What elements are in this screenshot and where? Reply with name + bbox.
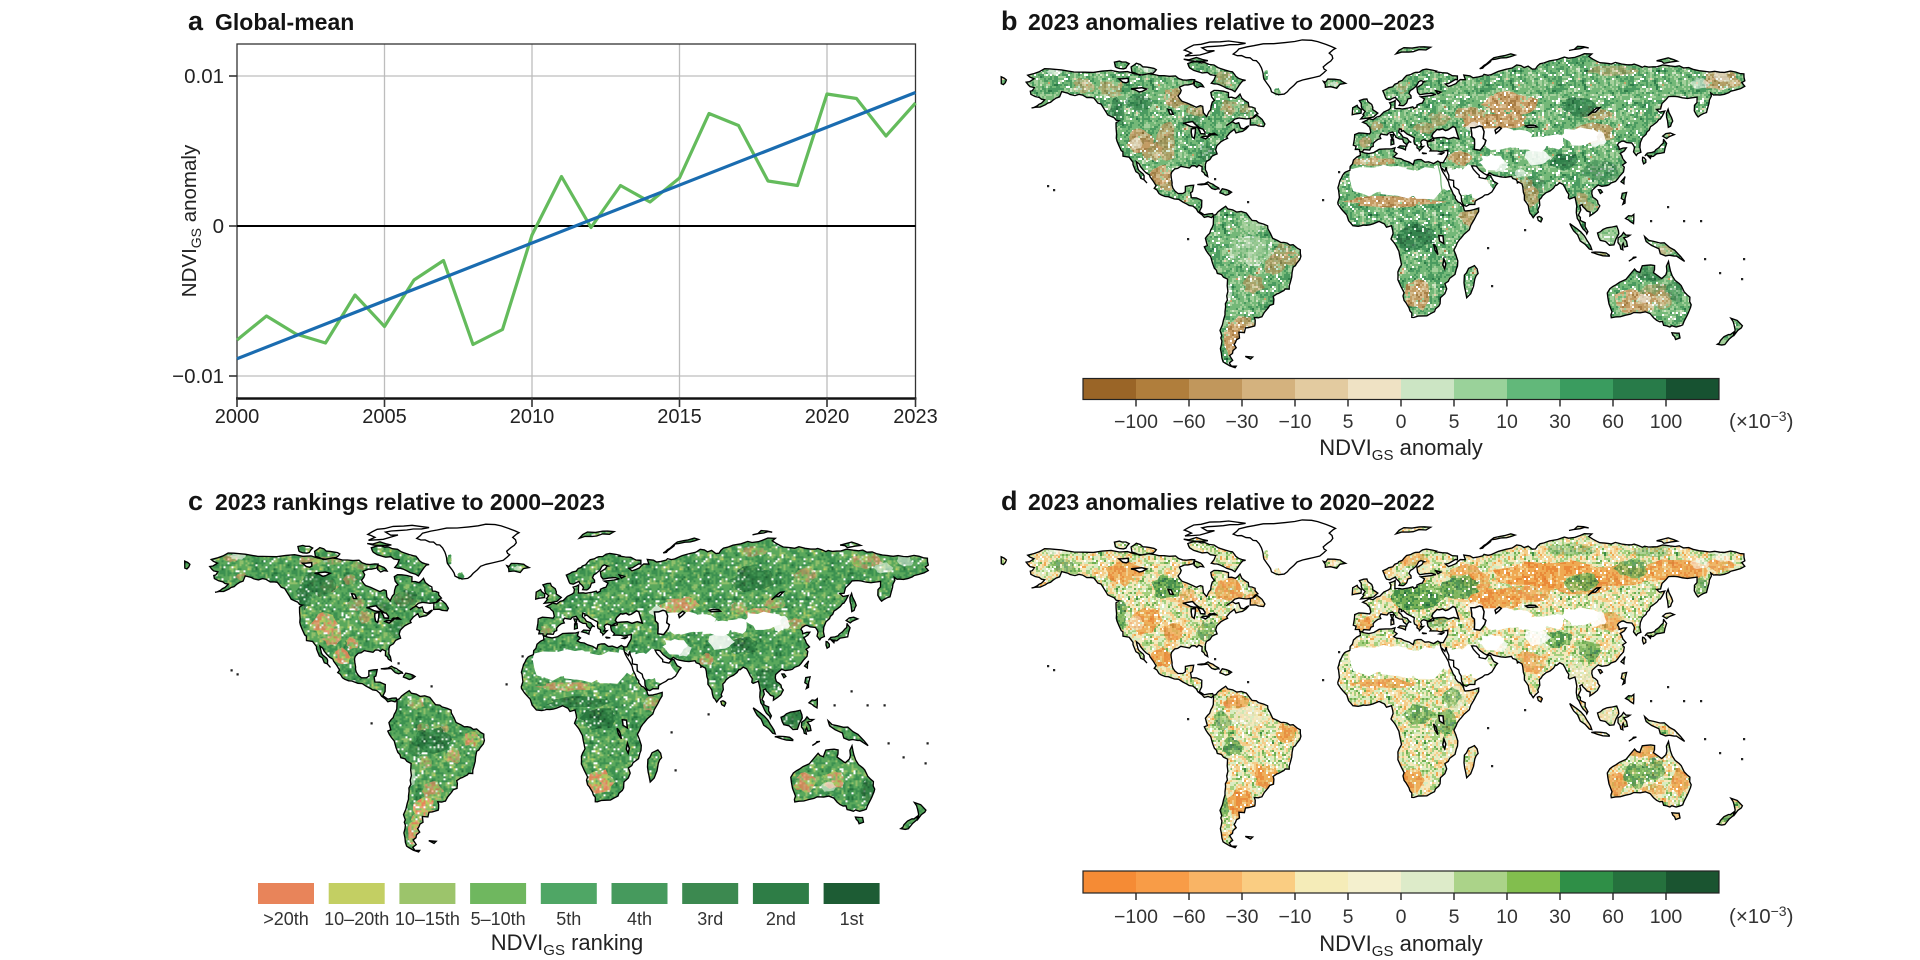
svg-text:2023 anomalies relative to 202: 2023 anomalies relative to 2020–2022	[1028, 489, 1435, 515]
svg-text:5: 5	[1449, 906, 1460, 928]
svg-text:c: c	[188, 486, 203, 516]
svg-text:NDVIGS anomaly: NDVIGS anomaly	[1319, 931, 1483, 960]
svg-text:NDVIGS anomaly: NDVIGS anomaly	[178, 144, 204, 297]
svg-text:1st: 1st	[840, 909, 864, 929]
svg-text:NDVIGS ranking: NDVIGS ranking	[491, 930, 644, 959]
svg-text:2nd: 2nd	[766, 909, 796, 929]
svg-text:100: 100	[1650, 411, 1683, 433]
svg-text:30: 30	[1549, 906, 1571, 928]
svg-text:NDVIGS anomaly: NDVIGS anomaly	[1319, 435, 1483, 464]
svg-text:10: 10	[1496, 411, 1518, 433]
svg-text:2020: 2020	[805, 406, 850, 428]
svg-text:3rd: 3rd	[697, 909, 723, 929]
svg-text:2023 anomalies relative to 200: 2023 anomalies relative to 2000–2023	[1028, 9, 1435, 35]
svg-text:2023: 2023	[893, 406, 938, 428]
svg-text:60: 60	[1602, 411, 1624, 433]
svg-text:0.01: 0.01	[184, 65, 224, 88]
svg-text:−60: −60	[1172, 411, 1205, 433]
svg-text:10–15th: 10–15th	[395, 909, 460, 929]
svg-text:−30: −30	[1225, 906, 1258, 928]
svg-text:−100: −100	[1114, 411, 1158, 433]
svg-text:30: 30	[1549, 411, 1571, 433]
svg-text:−0.01: −0.01	[172, 365, 224, 388]
svg-text:>20th: >20th	[263, 909, 309, 929]
svg-text:2023 rankings relative to 2000: 2023 rankings relative to 2000–2023	[215, 489, 605, 515]
svg-text:b: b	[1001, 6, 1018, 36]
svg-text:−30: −30	[1225, 411, 1258, 433]
svg-text:0: 0	[1396, 411, 1407, 433]
svg-text:−100: −100	[1114, 906, 1158, 928]
svg-text:5–10th: 5–10th	[471, 909, 526, 929]
svg-text:60: 60	[1602, 906, 1624, 928]
svg-text:100: 100	[1650, 906, 1683, 928]
svg-text:Global-mean: Global-mean	[215, 9, 354, 35]
svg-text:a: a	[188, 6, 204, 36]
svg-text:2000: 2000	[215, 406, 260, 428]
svg-text:5: 5	[1343, 411, 1354, 433]
svg-text:2005: 2005	[362, 406, 407, 428]
svg-text:5th: 5th	[556, 909, 581, 929]
svg-text:−60: −60	[1172, 906, 1205, 928]
svg-text:4th: 4th	[627, 909, 652, 929]
svg-text:10: 10	[1496, 906, 1518, 928]
svg-text:0: 0	[1396, 906, 1407, 928]
svg-text:2010: 2010	[510, 406, 555, 428]
svg-text:−10: −10	[1278, 411, 1311, 433]
svg-text:5: 5	[1343, 906, 1354, 928]
svg-text:d: d	[1001, 486, 1018, 516]
svg-text:5: 5	[1449, 411, 1460, 433]
svg-text:−10: −10	[1278, 906, 1311, 928]
svg-text:10–20th: 10–20th	[324, 909, 389, 929]
svg-text:2015: 2015	[657, 406, 702, 428]
svg-text:0: 0	[213, 215, 224, 238]
